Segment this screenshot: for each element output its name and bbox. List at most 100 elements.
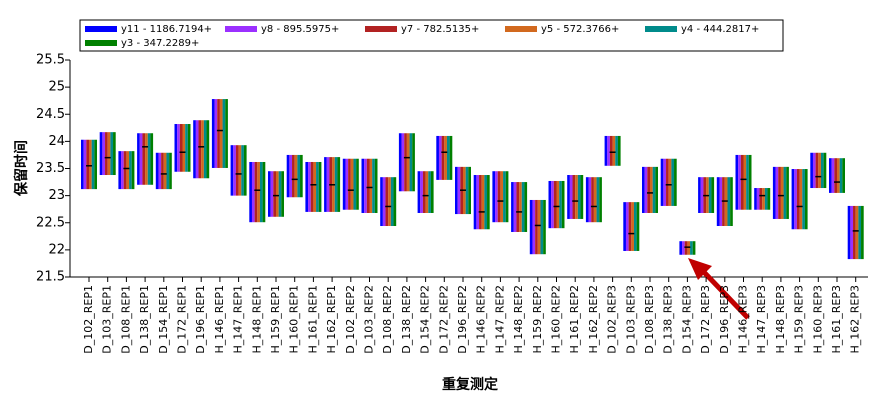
x-tick-label: H_160_REP1 [288, 285, 301, 354]
bar-stripe [161, 152, 164, 190]
x-tick-label: D_138_REP2 [400, 285, 413, 354]
bar-stripe [468, 166, 471, 215]
bar-stripe [612, 135, 616, 166]
bar-stripe [647, 166, 650, 213]
x-tick-label: D_102_REP1 [82, 285, 95, 354]
bar-stripe [633, 202, 637, 251]
bar-stripe [297, 154, 301, 198]
bar-stripe [337, 157, 341, 212]
bar-stripe [625, 202, 629, 251]
bar-stripe [735, 154, 739, 210]
bar-stripe [484, 175, 488, 230]
bar-stripe [540, 199, 544, 255]
x-tick-label: D_108_REP3 [643, 285, 656, 354]
bar-stripe [831, 158, 835, 193]
y-tick-label: 22 [48, 242, 65, 257]
bar-stripe [682, 241, 685, 255]
legend-label: y5 - 572.3766+ [541, 24, 619, 35]
bar-stripe [105, 132, 108, 176]
bar-stripe [206, 120, 210, 179]
bar-stripe [129, 151, 132, 190]
bar-stripe [772, 166, 776, 219]
bar-stripe [577, 175, 581, 219]
bar-stripe [313, 161, 317, 212]
legend-swatch [365, 26, 397, 32]
x-tick-label: D_172_REP1 [176, 285, 189, 354]
x-tick-label: H_162_REP3 [849, 285, 862, 354]
bar-stripe [858, 205, 862, 260]
bar-stripe [599, 177, 602, 223]
bar-stripe [815, 152, 819, 189]
bar-stripe [799, 169, 803, 230]
x-tick-label: H_146_REP2 [475, 285, 488, 354]
bar-stripe [473, 175, 477, 230]
x-tick-label: D_196_REP3 [718, 285, 731, 354]
x-tick-label: D_154_REP1 [157, 285, 170, 354]
bar-stripe [588, 177, 592, 223]
bar-stripe [364, 158, 367, 213]
bar-stripe [324, 157, 327, 212]
legend-label: y7 - 782.5135+ [401, 24, 479, 35]
y-tick-label: 24 [48, 134, 65, 149]
bar-stripe [257, 161, 260, 223]
bar-stripe [532, 199, 536, 255]
bar-stripe [185, 124, 188, 172]
y-tick-label: 23 [48, 188, 65, 203]
bar-stripe [276, 171, 279, 217]
x-tick-label: D_172_REP2 [437, 285, 450, 354]
legend-box [79, 19, 784, 52]
bar-stripe [607, 135, 610, 166]
bar-stripe [511, 182, 514, 232]
bar-stripe [123, 151, 127, 190]
bar-stripe [615, 135, 618, 166]
bar-stripe [738, 154, 741, 210]
bar-stripe [94, 139, 97, 190]
bar-stripe [756, 188, 760, 210]
bar-stripe [748, 154, 752, 210]
bar-stripe [783, 166, 787, 219]
bar-stripe [449, 135, 453, 180]
bar-stripe [786, 166, 789, 219]
bar-stripe [572, 175, 576, 219]
bar-stripe [326, 157, 330, 212]
bar-stripe [585, 177, 589, 223]
x-tick-label: D_138_REP1 [138, 285, 151, 354]
y-axis-title: 保留时间 [13, 140, 30, 197]
x-tick-label: D_138_REP3 [662, 285, 675, 354]
legend-swatch [505, 26, 537, 32]
bar-stripe [687, 241, 691, 255]
x-tick-label: H_148_REP2 [512, 285, 525, 354]
x-tick-label: D_102_REP3 [606, 285, 619, 354]
bar-stripe [778, 166, 781, 219]
legend-swatch [645, 26, 677, 32]
bar-stripe [310, 161, 314, 212]
bar-stripe [219, 99, 223, 168]
bar-stripe [537, 199, 541, 255]
x-tick-label: H_161_REP3 [830, 285, 843, 354]
bar-stripe [225, 99, 228, 168]
bar-stripe [716, 177, 720, 227]
bar-stripe [804, 169, 808, 230]
bar-stripe [262, 161, 266, 223]
bar-stripe [690, 241, 693, 255]
bar-stripe [422, 171, 426, 213]
x-tick-label: H_148_REP3 [774, 285, 787, 354]
bar-stripe [567, 175, 570, 219]
bar-stripe [727, 177, 731, 227]
bar-stripe [155, 152, 159, 190]
bar-stripe [481, 175, 485, 230]
bar-stripe [823, 152, 827, 189]
bar-stripe [198, 120, 202, 179]
bar-stripe [150, 133, 154, 185]
bar-stripe [409, 133, 413, 192]
x-tick-label: D_103_REP2 [363, 285, 376, 354]
x-tick-label: H_162_REP2 [587, 285, 600, 354]
x-tick-label: H_160_REP3 [811, 285, 824, 354]
bar-stripe [289, 154, 293, 198]
bar-stripe [684, 241, 688, 255]
legend-label: y3 - 347.2289+ [121, 38, 199, 49]
bar-stripe [380, 177, 383, 227]
x-tick-label: D_172_REP3 [699, 285, 712, 354]
legend-label: y8 - 895.5975+ [261, 24, 339, 35]
